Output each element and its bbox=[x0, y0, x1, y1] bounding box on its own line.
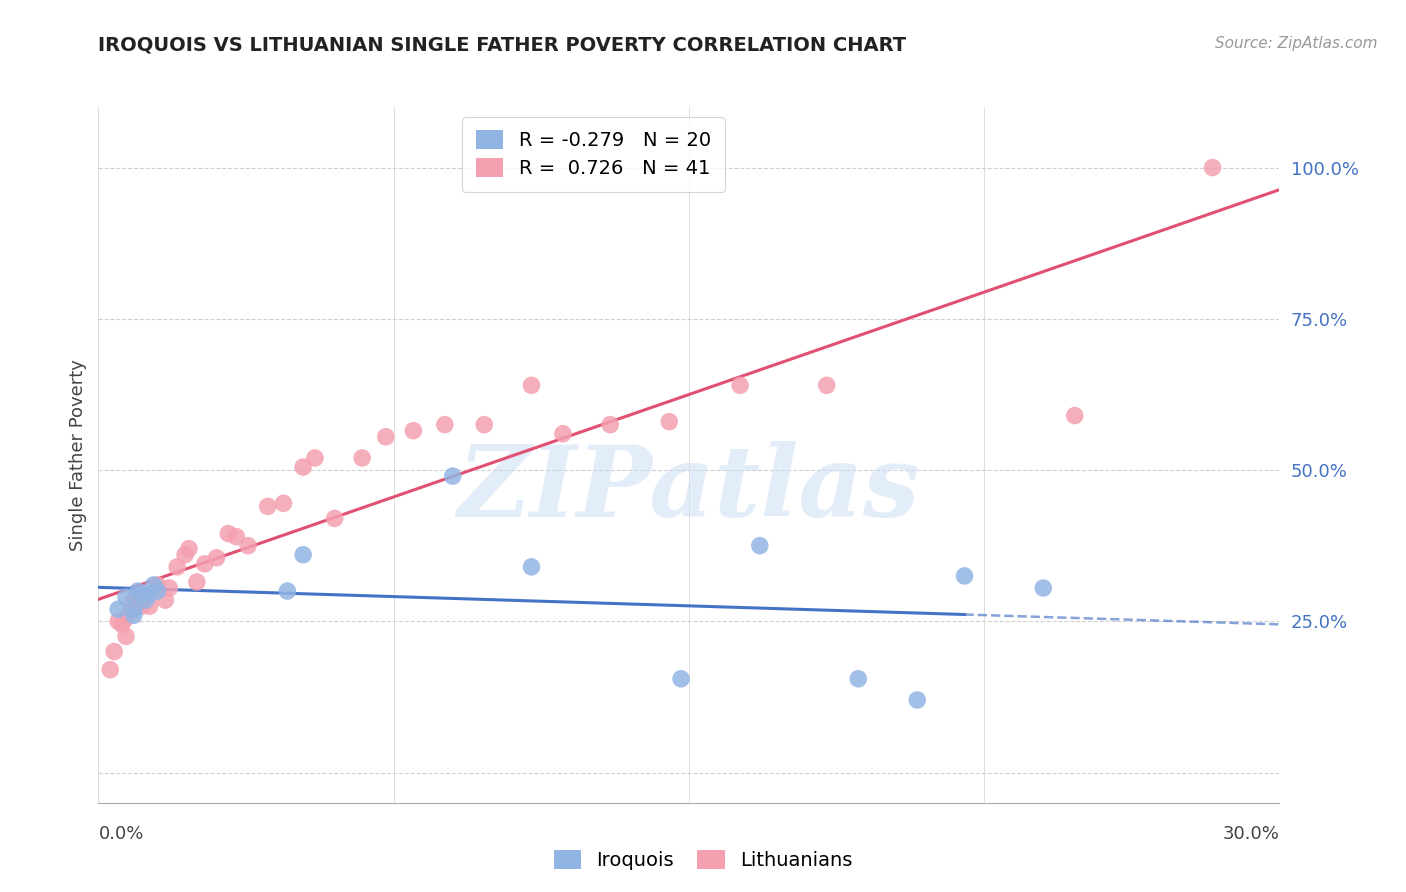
Point bbox=[107, 602, 129, 616]
Point bbox=[122, 608, 145, 623]
Point bbox=[225, 530, 247, 544]
Point bbox=[441, 469, 464, 483]
Point bbox=[292, 460, 315, 475]
Point bbox=[115, 590, 138, 604]
Point bbox=[276, 584, 298, 599]
Point bbox=[402, 424, 425, 438]
Point bbox=[304, 450, 326, 465]
Point bbox=[107, 615, 129, 629]
Point bbox=[115, 611, 138, 625]
Point bbox=[166, 559, 188, 574]
Point bbox=[728, 378, 751, 392]
Point bbox=[155, 593, 177, 607]
Text: 30.0%: 30.0% bbox=[1223, 825, 1279, 843]
Point bbox=[748, 539, 770, 553]
Point bbox=[115, 629, 138, 643]
Point bbox=[815, 378, 838, 392]
Point bbox=[236, 539, 259, 553]
Point bbox=[1063, 409, 1085, 423]
Point bbox=[1032, 581, 1054, 595]
Point bbox=[953, 569, 976, 583]
Point bbox=[599, 417, 621, 432]
Point bbox=[551, 426, 574, 441]
Point bbox=[131, 599, 153, 614]
Point bbox=[146, 578, 169, 592]
Point bbox=[118, 605, 141, 619]
Point bbox=[905, 693, 928, 707]
Point bbox=[472, 417, 495, 432]
Point bbox=[157, 581, 180, 595]
Point bbox=[142, 578, 165, 592]
Point bbox=[323, 511, 346, 525]
Point bbox=[177, 541, 200, 556]
Point bbox=[186, 574, 208, 589]
Point bbox=[174, 548, 197, 562]
Point bbox=[292, 548, 315, 562]
Point bbox=[217, 526, 239, 541]
Point bbox=[658, 415, 681, 429]
Text: ZIPatlas: ZIPatlas bbox=[458, 442, 920, 538]
Point bbox=[111, 617, 134, 632]
Point bbox=[127, 590, 149, 604]
Point bbox=[374, 430, 396, 444]
Point bbox=[520, 378, 543, 392]
Point bbox=[127, 584, 149, 599]
Point bbox=[205, 550, 228, 565]
Legend: R = -0.279   N = 20, R =  0.726   N = 41: R = -0.279 N = 20, R = 0.726 N = 41 bbox=[463, 117, 724, 192]
Point bbox=[103, 644, 125, 658]
Text: Source: ZipAtlas.com: Source: ZipAtlas.com bbox=[1215, 36, 1378, 51]
Point bbox=[352, 450, 374, 465]
Point bbox=[138, 599, 160, 614]
Point bbox=[846, 672, 869, 686]
Point bbox=[194, 557, 217, 571]
Point bbox=[131, 587, 153, 601]
Text: IROQUOIS VS LITHUANIAN SINGLE FATHER POVERTY CORRELATION CHART: IROQUOIS VS LITHUANIAN SINGLE FATHER POV… bbox=[98, 36, 907, 54]
Point bbox=[520, 559, 543, 574]
Point bbox=[273, 496, 295, 510]
Point bbox=[135, 593, 157, 607]
Point bbox=[122, 602, 145, 616]
Point bbox=[669, 672, 692, 686]
Point bbox=[122, 593, 145, 607]
Point bbox=[433, 417, 456, 432]
Y-axis label: Single Father Poverty: Single Father Poverty bbox=[69, 359, 87, 551]
Text: 0.0%: 0.0% bbox=[98, 825, 143, 843]
Point bbox=[146, 584, 169, 599]
Point bbox=[98, 663, 121, 677]
Point bbox=[256, 500, 278, 514]
Point bbox=[138, 587, 160, 601]
Point bbox=[1201, 161, 1223, 175]
Legend: Iroquois, Lithuanians: Iroquois, Lithuanians bbox=[546, 842, 860, 878]
